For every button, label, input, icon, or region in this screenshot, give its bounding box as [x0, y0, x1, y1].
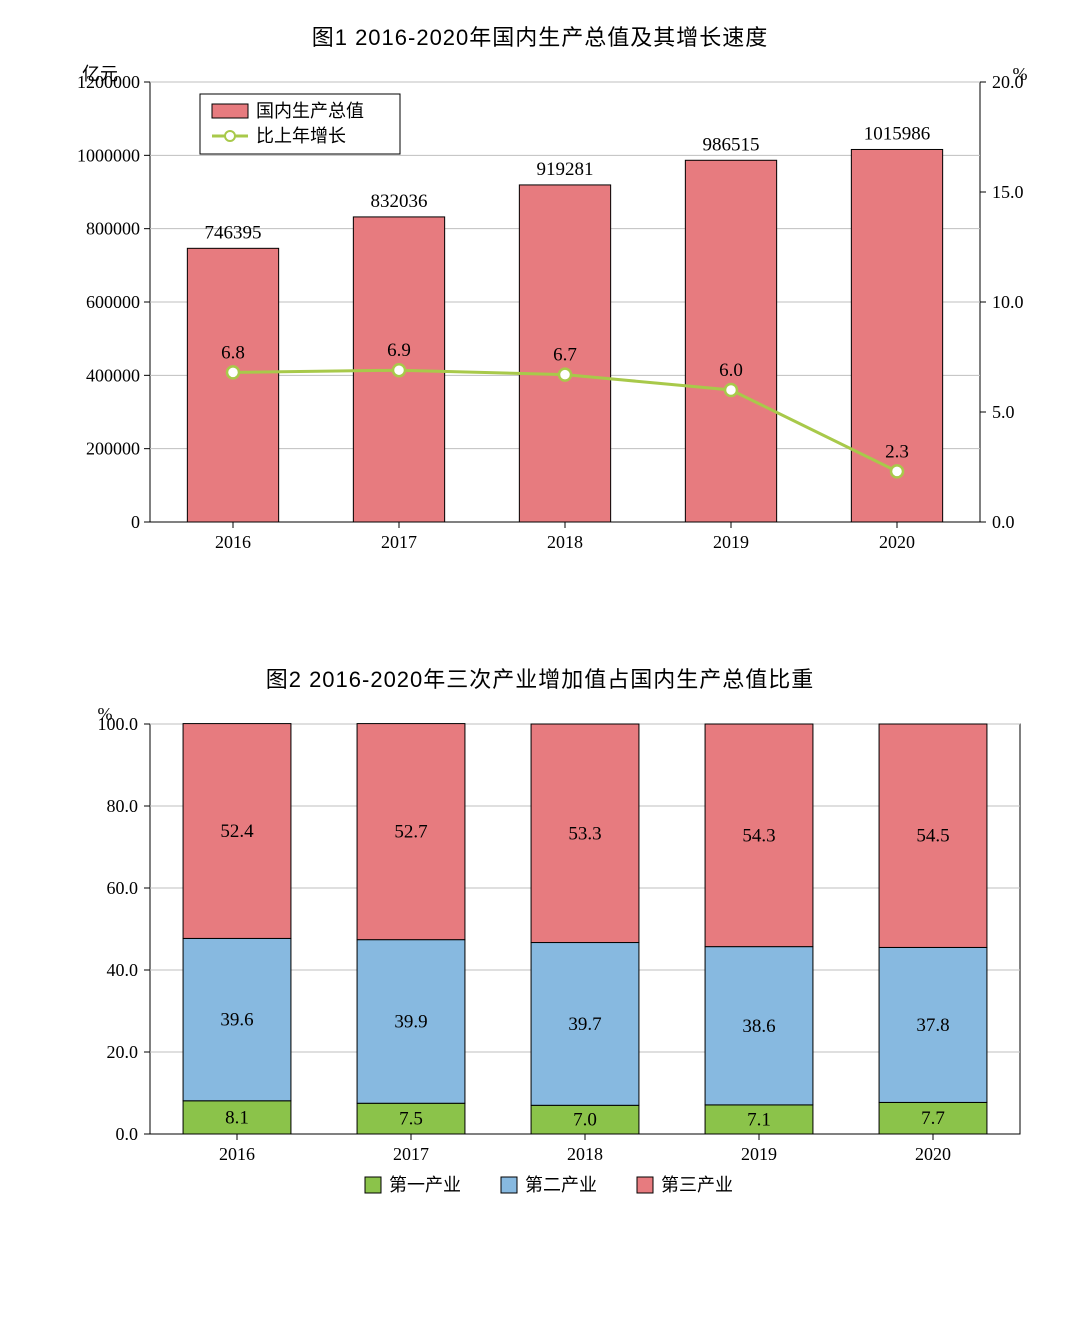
chart2-container: 图2 2016-2020年三次产业增加值占国内生产总值比重 %0.020.040… [20, 662, 1060, 1224]
chart1-line-label: 2.3 [885, 441, 909, 462]
chart2-xticklabel: 2019 [741, 1144, 777, 1164]
chart1-legend-bar-swatch [212, 104, 248, 118]
chart1-title: 图1 2016-2020年国内生产总值及其增长速度 [20, 20, 1060, 52]
chart1-bar [187, 248, 278, 522]
chart2-legend-text: 第三产业 [661, 1175, 733, 1195]
chart2-legend-text: 第一产业 [389, 1175, 461, 1195]
chart2-legend-text: 第二产业 [525, 1175, 597, 1195]
chart2-yticklabel: 80.0 [107, 796, 139, 816]
chart1-marker [227, 366, 239, 378]
chart2-segment-label: 7.5 [399, 1109, 423, 1130]
chart2-legend-swatch [637, 1177, 653, 1193]
chart2-xticklabel: 2017 [393, 1144, 429, 1164]
chart2-segment-label: 7.7 [921, 1108, 945, 1129]
chart2-segment-label: 53.3 [568, 823, 601, 844]
chart1-xticklabel: 2019 [713, 532, 749, 552]
chart2-segment-label: 7.0 [573, 1110, 597, 1131]
chart1-xticklabel: 2017 [381, 532, 417, 552]
chart2-xticklabel: 2016 [219, 1144, 255, 1164]
chart2-segment-label: 37.8 [916, 1015, 949, 1036]
chart1-svg: 亿元%0200000400000600000800000100000012000… [20, 62, 1060, 582]
chart1-yright-ticklabel: 0.0 [992, 512, 1015, 532]
chart2-segment-label: 8.1 [225, 1107, 249, 1128]
chart2-segment-label: 39.9 [394, 1011, 427, 1032]
chart1-yright-ticklabel: 10.0 [992, 292, 1024, 312]
chart1-bar-label: 1015986 [864, 123, 931, 144]
chart1-legend-bar-text: 国内生产总值 [256, 101, 364, 121]
chart1-marker [559, 369, 571, 381]
chart1-marker [725, 384, 737, 396]
chart1-yleft-ticklabel: 1200000 [77, 72, 140, 92]
chart1-xticklabel: 2018 [547, 532, 583, 552]
chart1-line-label: 6.7 [553, 345, 577, 366]
chart2-svg: %0.020.040.060.080.0100.020168.139.652.4… [20, 704, 1060, 1224]
chart2-xticklabel: 2018 [567, 1144, 603, 1164]
chart2-segment-label: 54.3 [742, 825, 775, 846]
chart1-legend-line-text: 比上年增长 [256, 126, 346, 146]
chart2-xticklabel: 2020 [915, 1144, 951, 1164]
chart1-yleft-ticklabel: 0 [131, 512, 140, 532]
chart1-yright-ticklabel: 5.0 [992, 402, 1015, 422]
chart1-yleft-ticklabel: 400000 [86, 365, 140, 385]
chart2-title: 图2 2016-2020年三次产业增加值占国内生产总值比重 [20, 662, 1060, 694]
chart1-container: 图1 2016-2020年国内生产总值及其增长速度 亿元%02000004000… [20, 20, 1060, 582]
chart2-segment-label: 52.4 [220, 821, 254, 842]
chart1-yleft-ticklabel: 1000000 [77, 145, 140, 165]
chart1-legend-marker [225, 131, 235, 141]
chart1-yleft-ticklabel: 200000 [86, 439, 140, 459]
chart1-yleft-ticklabel: 800000 [86, 219, 140, 239]
chart1-marker [891, 465, 903, 477]
chart1-line-label: 6.0 [719, 360, 743, 381]
chart1-bar-label: 832036 [371, 191, 428, 212]
chart2-segment-label: 7.1 [747, 1109, 771, 1130]
chart1-bar [685, 160, 776, 522]
chart2-segment-label: 38.6 [742, 1016, 775, 1037]
chart1-marker [393, 364, 405, 376]
chart1-line-label: 6.8 [221, 342, 245, 363]
chart2-segment-label: 39.7 [568, 1014, 601, 1035]
chart1-yright-ticklabel: 20.0 [992, 72, 1024, 92]
chart2-segment-label: 52.7 [394, 822, 427, 843]
chart2-legend-swatch [365, 1177, 381, 1193]
chart2-yticklabel: 0.0 [116, 1124, 139, 1144]
chart1-bar-label: 919281 [537, 159, 594, 180]
chart1-yleft-ticklabel: 600000 [86, 292, 140, 312]
chart2-yticklabel: 60.0 [107, 878, 139, 898]
chart2-yticklabel: 20.0 [107, 1042, 139, 1062]
chart1-bar-label: 986515 [703, 134, 760, 155]
chart1-line-label: 6.9 [387, 340, 411, 361]
chart1-yright-ticklabel: 15.0 [992, 182, 1024, 202]
chart1-xticklabel: 2016 [215, 532, 251, 552]
chart2-yticklabel: 40.0 [107, 960, 139, 980]
chart1-xticklabel: 2020 [879, 532, 915, 552]
chart2-legend-swatch [501, 1177, 517, 1193]
chart2-segment-label: 54.5 [916, 826, 949, 847]
chart2-segment-label: 39.6 [220, 1010, 253, 1031]
chart1-bar-label: 746395 [205, 222, 262, 243]
chart2-yticklabel: 100.0 [98, 714, 139, 734]
